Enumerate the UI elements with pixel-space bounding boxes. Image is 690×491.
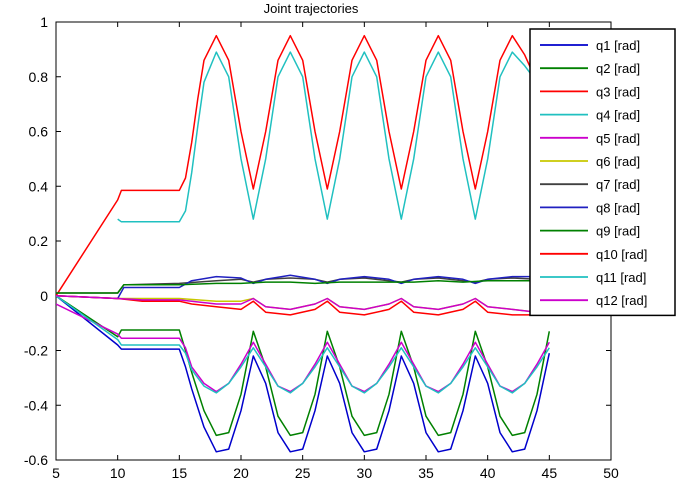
y-tick-label: 0.2 — [29, 233, 49, 249]
legend-label: q9 [rad] — [596, 224, 640, 239]
legend-label: q10 [rad] — [596, 247, 647, 262]
legend-label: q3 [rad] — [596, 84, 640, 99]
legend-label: q2 [rad] — [596, 61, 640, 76]
legend-label: q8 [rad] — [596, 200, 640, 215]
series-line-q3 — [56, 34, 550, 297]
legend-label: q1 [rad] — [596, 38, 640, 53]
x-tick-label: 10 — [110, 465, 126, 481]
y-tick-label: 0.8 — [29, 69, 49, 85]
x-tick-label: 15 — [172, 465, 188, 481]
series-line-q9 — [56, 279, 550, 294]
legend-label: q11 [rad] — [596, 270, 646, 285]
x-tick-label: 40 — [480, 465, 496, 481]
plot-area: 5 10 15 20 25 30 35 40 45 50 1 0.8 0.6 0.4 0.2 0 -0.2 -0.… — [24, 14, 619, 481]
series-line-q5 — [56, 303, 550, 393]
series-line-q12 — [56, 295, 550, 313]
series-line-q11 — [56, 295, 550, 394]
series-lines — [56, 34, 551, 453]
y-tick-label: 0.6 — [29, 124, 49, 140]
x-tick-label: 45 — [542, 465, 558, 481]
y-tick-label: 0 — [40, 288, 48, 304]
series-line-q10 — [56, 295, 550, 316]
x-tick-label: 5 — [52, 465, 60, 481]
x-tick-label: 25 — [295, 465, 311, 481]
legend-box — [529, 28, 676, 317]
x-tick-label: 20 — [233, 465, 249, 481]
y-tick-label: 0.4 — [29, 178, 49, 194]
series-line-q4 — [117, 51, 550, 223]
y-tick-label: -0.4 — [24, 397, 48, 413]
x-tick-label: 35 — [418, 465, 434, 481]
legend-label: q7 [rad] — [596, 177, 640, 192]
y-tick-label: -0.2 — [24, 343, 48, 359]
chart-title: Joint trajectories — [264, 1, 359, 16]
legend-label: q5 [rad] — [596, 131, 640, 146]
y-tick-label: -0.6 — [24, 452, 48, 468]
legend: q1 [rad] q2 [rad] q3 [rad] q4 [rad] q5 [rad]… — [529, 28, 676, 317]
legend-label: q12 [rad] — [596, 293, 647, 308]
x-tick-label: 30 — [357, 465, 373, 481]
legend-label: q4 [rad] — [596, 108, 640, 123]
series-line-q8 — [56, 274, 550, 300]
x-tick-label: 50 — [603, 465, 619, 481]
y-tick-label: 1 — [40, 14, 48, 30]
series-line-q1 — [56, 295, 551, 453]
legend-label: q6 [rad] — [596, 154, 640, 169]
